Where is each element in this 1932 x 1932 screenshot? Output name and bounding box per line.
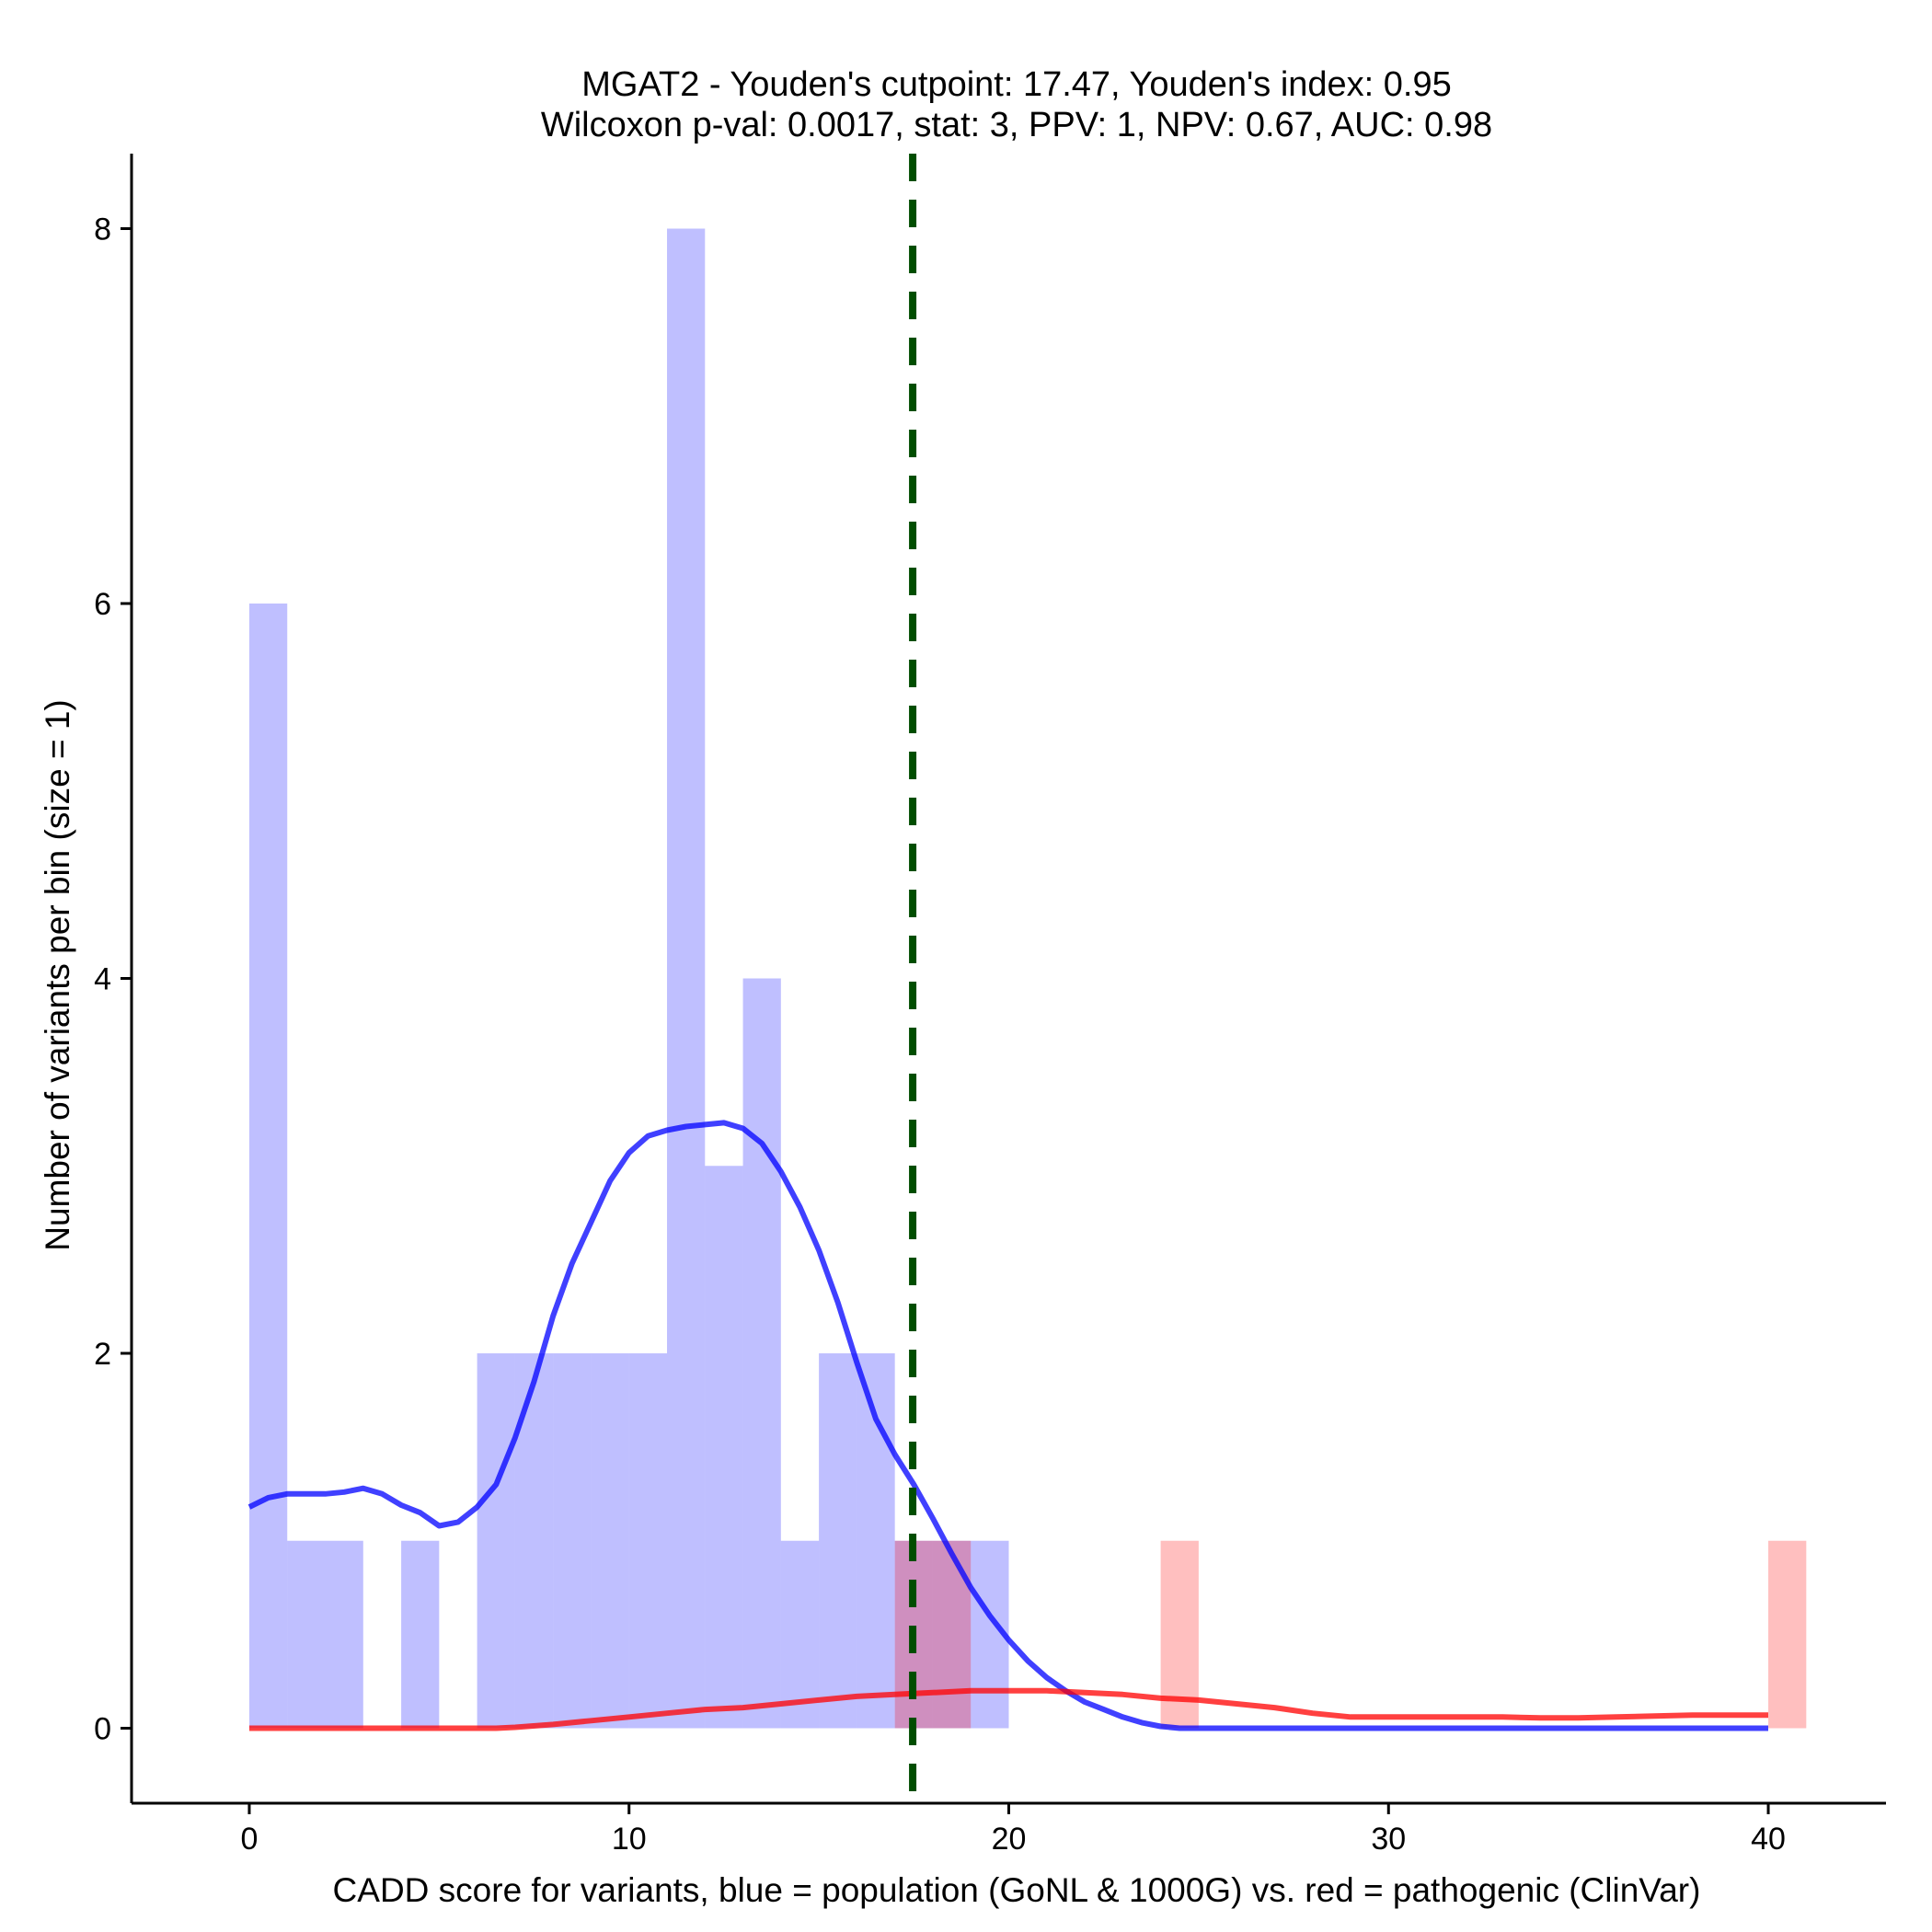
population-bar	[591, 1353, 629, 1729]
population-bar	[401, 1540, 440, 1729]
pathogenic-bar	[932, 1540, 972, 1729]
population-bar	[325, 1540, 363, 1729]
y-tick-label: 8	[94, 213, 111, 247]
y-tick-label: 0	[94, 1712, 111, 1747]
population-bar	[628, 1353, 668, 1729]
population-bar	[780, 1540, 820, 1729]
x-tick-label: 40	[1751, 1822, 1786, 1857]
population-bar	[477, 1353, 515, 1729]
population-bar	[857, 1353, 895, 1729]
population-bar	[742, 978, 781, 1729]
population-bar	[514, 1353, 554, 1729]
density-curves	[247, 1120, 1768, 1731]
x-tick-label: 20	[992, 1822, 1027, 1857]
y-axis-ticks: 0 2 4 6 8	[94, 213, 132, 1747]
x-tick-label: 10	[612, 1822, 647, 1857]
y-tick-label: 4	[94, 962, 111, 997]
y-axis-title: Number of variants per bin (size = 1)	[39, 699, 76, 1250]
x-axis-ticks: 0 10 20 30 40	[240, 1803, 1786, 1857]
x-axis-title: CADD score for variants, blue = populati…	[333, 1871, 1701, 1909]
x-tick-label: 30	[1371, 1822, 1406, 1857]
population-bar	[553, 1353, 592, 1729]
population-bar	[248, 604, 288, 1729]
population-bar	[705, 1166, 743, 1729]
pathogenic-density-line	[249, 1687, 1768, 1731]
x-tick-label: 0	[240, 1822, 258, 1857]
population-density-line	[247, 1120, 1768, 1731]
population-bar	[819, 1353, 857, 1729]
y-tick-label: 2	[94, 1337, 111, 1372]
histogram-bars	[248, 228, 1807, 1729]
chart-subtitle: Wilcoxon p-val: 0.0017, stat: 3, PPV: 1,…	[541, 106, 1492, 144]
chart-title: MGAT2 - Youden's cutpoint: 17.47, Youden…	[581, 65, 1452, 104]
population-bar	[287, 1540, 326, 1729]
population-bar	[667, 228, 706, 1729]
y-tick-label: 6	[94, 587, 111, 622]
axes: 0 10 20 30 40 0 2 4 6 8	[94, 154, 1886, 1857]
pathogenic-bar	[1768, 1540, 1807, 1729]
